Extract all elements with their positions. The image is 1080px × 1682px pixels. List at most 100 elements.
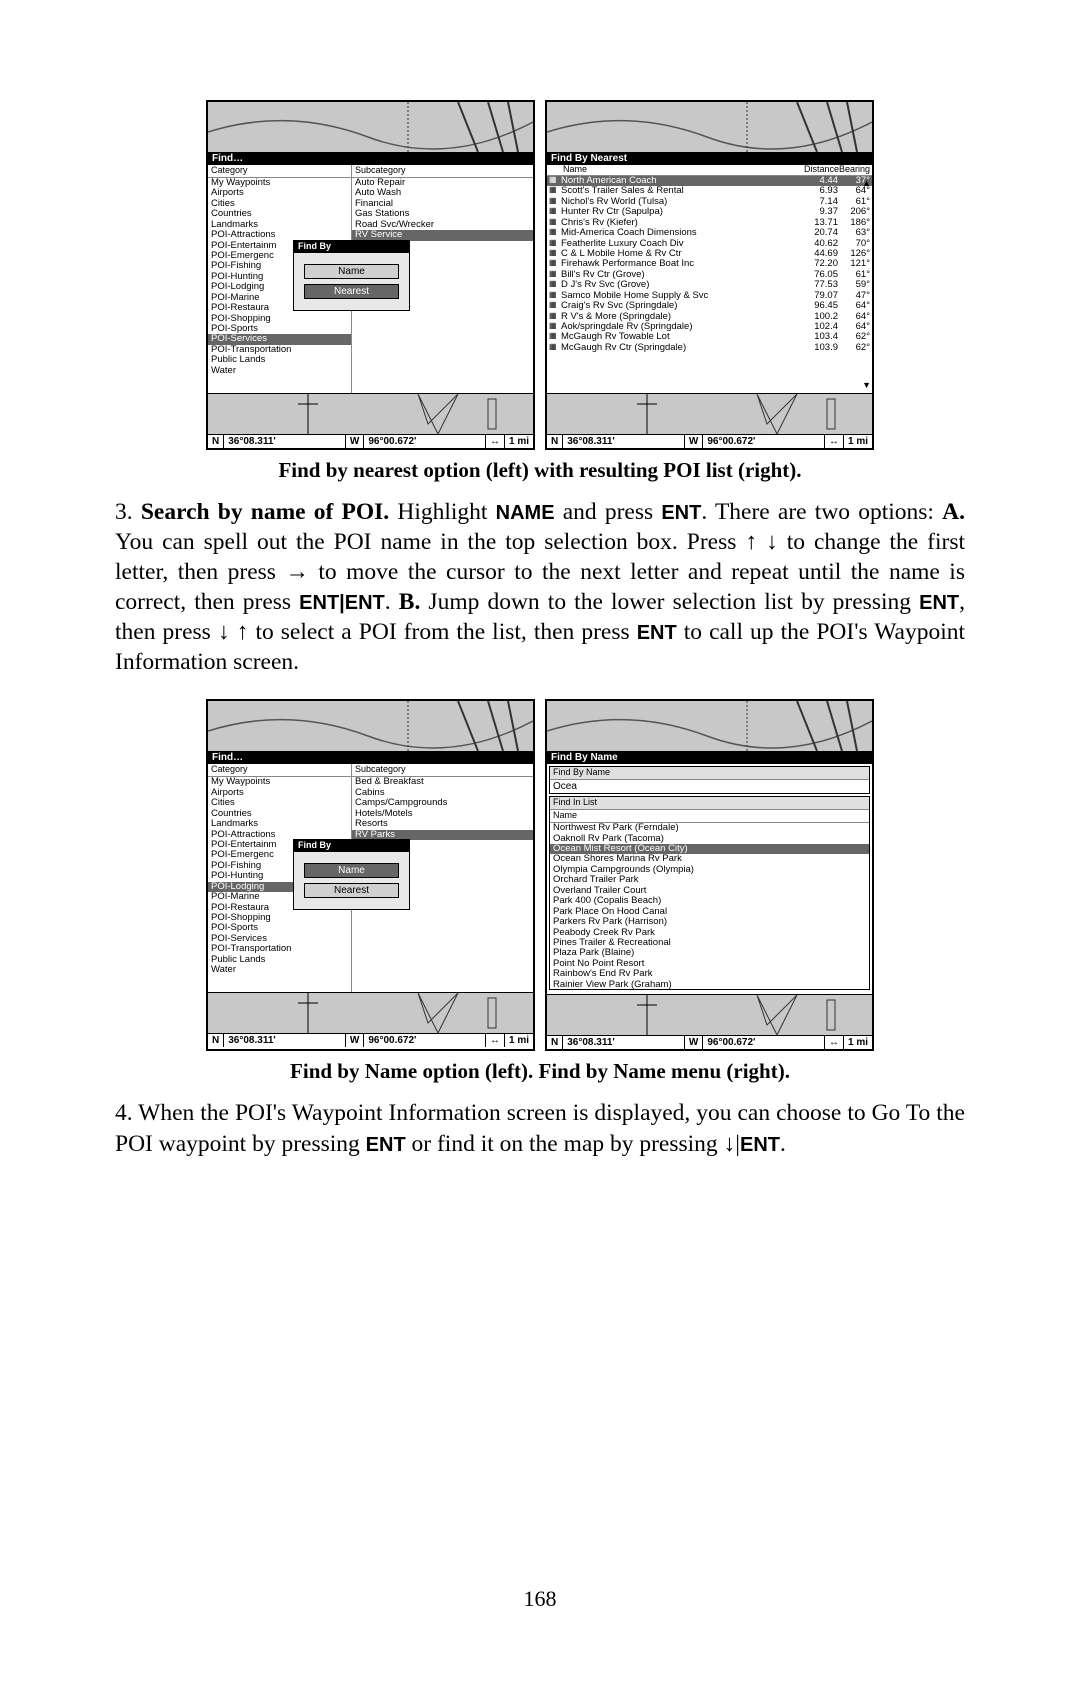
list-item[interactable]: Auto Repair bbox=[352, 178, 533, 188]
list-item[interactable]: POI-Shopping bbox=[208, 913, 351, 923]
lon-w: W bbox=[685, 435, 703, 448]
list-item[interactable]: Oaknoll Rv Park (Tacoma) bbox=[550, 834, 869, 844]
lat-value: 36°08.311' bbox=[224, 1034, 346, 1047]
scale-icon: ↔ bbox=[486, 435, 505, 448]
list-item[interactable]: Countries bbox=[208, 209, 351, 219]
list-item[interactable]: Cabins bbox=[352, 788, 533, 798]
lat-n: N bbox=[208, 435, 224, 448]
status-bar: N 36°08.311' W 96°00.672' ↔ 1 mi bbox=[208, 434, 533, 448]
paragraph-4: 4. When the POI's Waypoint Information s… bbox=[115, 1098, 965, 1158]
list-item[interactable]: Countries bbox=[208, 809, 351, 819]
findbyname-label: Find By Name bbox=[550, 767, 869, 780]
list-item[interactable]: Camps/Campgrounds bbox=[352, 798, 533, 808]
page-number: 168 bbox=[0, 1586, 1080, 1612]
figure-2: Find… Category My WaypointsAirportsCitie… bbox=[115, 699, 965, 1051]
list-item[interactable]: POI-Services bbox=[208, 334, 351, 344]
list-item[interactable]: Auto Wash bbox=[352, 188, 533, 198]
col-name: Name bbox=[549, 165, 804, 175]
fig1-right-device: Find By Nearest Name Distance Bearing ▦N… bbox=[545, 100, 874, 450]
subcategory-list[interactable]: Bed & BreakfastCabinsCamps/CampgroundsHo… bbox=[352, 777, 533, 840]
scale-icon: ↔ bbox=[825, 1036, 844, 1049]
scale-value: 1 mi bbox=[505, 435, 533, 448]
list-item[interactable]: Orchard Trailer Park bbox=[550, 875, 869, 885]
list-item[interactable]: Parkers Rv Park (Harrison) bbox=[550, 917, 869, 927]
list-item[interactable]: Hotels/Motels bbox=[352, 809, 533, 819]
findinlist-label: Find In List bbox=[550, 797, 869, 810]
list-item[interactable]: Water bbox=[208, 965, 351, 975]
list-item[interactable]: Public Lands bbox=[208, 955, 351, 965]
list-item[interactable]: POI-Sports bbox=[208, 324, 351, 334]
list-item[interactable]: Park Place On Hood Canal bbox=[550, 907, 869, 917]
list-item[interactable]: Plaza Park (Blaine) bbox=[550, 948, 869, 958]
lat-value: 36°08.311' bbox=[563, 435, 685, 448]
map-background bbox=[208, 992, 533, 1033]
list-item[interactable]: Overland Trailer Court bbox=[550, 886, 869, 896]
list-item[interactable]: Road Svc/Wrecker bbox=[352, 220, 533, 230]
table-row[interactable]: ▦McGaugh Rv Ctr (Springdale)103.962° bbox=[547, 343, 872, 353]
map-background bbox=[547, 102, 872, 152]
table-row[interactable]: ▦Craig's Rv Svc (Springdale)96.4564° bbox=[547, 301, 872, 311]
list-item[interactable]: Ocean Mist Resort (Ocean City) bbox=[550, 844, 869, 854]
list-item[interactable]: Cities bbox=[208, 798, 351, 808]
list-item[interactable]: Resorts bbox=[352, 819, 533, 829]
list-item[interactable]: Water bbox=[208, 366, 351, 376]
lat-value: 36°08.311' bbox=[224, 435, 346, 448]
list-item[interactable]: POI-Transportation bbox=[208, 345, 351, 355]
figure1-caption: Find by nearest option (left) with resul… bbox=[115, 458, 965, 483]
col-subcategory: Subcategory bbox=[352, 165, 533, 178]
findby-popup: Find By Name Nearest bbox=[293, 839, 410, 910]
name-list[interactable]: Northwest Rv Park (Ferndale)Oaknoll Rv P… bbox=[550, 823, 869, 990]
list-item[interactable]: Bed & Breakfast bbox=[352, 777, 533, 787]
list-item[interactable]: Cities bbox=[208, 199, 351, 209]
list-item[interactable]: Airports bbox=[208, 788, 351, 798]
list-item[interactable]: Northwest Rv Park (Ferndale) bbox=[550, 823, 869, 833]
nearest-button[interactable]: Nearest bbox=[304, 284, 399, 299]
list-item[interactable]: Point No Point Resort bbox=[550, 959, 869, 969]
list-item[interactable]: My Waypoints bbox=[208, 178, 351, 188]
nearest-button[interactable]: Nearest bbox=[304, 883, 399, 898]
map-background bbox=[547, 393, 872, 434]
list-item[interactable]: POI-Attractions bbox=[208, 830, 351, 840]
name-button[interactable]: Name bbox=[304, 863, 399, 878]
list-item[interactable]: Park 400 (Copalis Beach) bbox=[550, 896, 869, 906]
col-subcategory: Subcategory bbox=[352, 764, 533, 777]
col-distance: Distance bbox=[804, 165, 839, 175]
list-item[interactable]: Financial bbox=[352, 199, 533, 209]
list-item[interactable]: Rainier View Park (Graham) bbox=[550, 980, 869, 990]
list-item[interactable]: Public Lands bbox=[208, 355, 351, 365]
list-item[interactable]: Landmarks bbox=[208, 220, 351, 230]
scroll-up-icon[interactable]: ▲ bbox=[862, 179, 871, 189]
list-item[interactable]: Peabody Creek Rv Park bbox=[550, 928, 869, 938]
list-item[interactable]: POI-Sports bbox=[208, 923, 351, 933]
list-item[interactable]: RV Parks bbox=[352, 830, 533, 840]
list-item[interactable]: POI-Services bbox=[208, 934, 351, 944]
figure-1: Find… Category My WaypointsAirportsCitie… bbox=[115, 100, 965, 450]
window-title: Find… bbox=[208, 152, 533, 165]
list-item[interactable]: Landmarks bbox=[208, 819, 351, 829]
name-input[interactable]: Ocea bbox=[550, 780, 869, 793]
subcategory-list[interactable]: Auto RepairAuto WashFinancialGas Station… bbox=[352, 178, 533, 241]
list-item[interactable]: Olympia Campgrounds (Olympia) bbox=[550, 865, 869, 875]
list-item[interactable]: Rainbow's End Rv Park bbox=[550, 969, 869, 979]
map-background bbox=[547, 701, 872, 751]
map-background bbox=[208, 393, 533, 434]
scroll-down-icon[interactable]: ▼ bbox=[862, 381, 871, 391]
map-background bbox=[208, 701, 533, 751]
list-item[interactable]: Ocean Shores Marina Rv Park bbox=[550, 854, 869, 864]
list-item[interactable]: Pines Trailer & Recreational bbox=[550, 938, 869, 948]
list-item[interactable]: POI-Attractions bbox=[208, 230, 351, 240]
list-item[interactable]: Gas Stations bbox=[352, 209, 533, 219]
scale-value: 1 mi bbox=[844, 435, 872, 448]
list-item[interactable]: POI-Transportation bbox=[208, 944, 351, 954]
scale-value: 1 mi bbox=[844, 1036, 872, 1049]
list-item[interactable]: RV Service bbox=[352, 230, 533, 240]
list-item[interactable]: Airports bbox=[208, 188, 351, 198]
list-item[interactable]: My Waypoints bbox=[208, 777, 351, 787]
popup-title: Find By bbox=[294, 840, 409, 852]
lat-value: 36°08.311' bbox=[563, 1036, 685, 1049]
name-button[interactable]: Name bbox=[304, 264, 399, 279]
list-item[interactable]: POI-Shopping bbox=[208, 314, 351, 324]
nearest-list[interactable]: ▦North American Coach4.4437°▦Scott's Tra… bbox=[547, 176, 872, 353]
table-row[interactable]: ▦Mid-America Coach Dimensions20.7463° bbox=[547, 228, 872, 238]
status-bar: N 36°08.311' W 96°00.672' ↔ 1 mi bbox=[547, 434, 872, 448]
